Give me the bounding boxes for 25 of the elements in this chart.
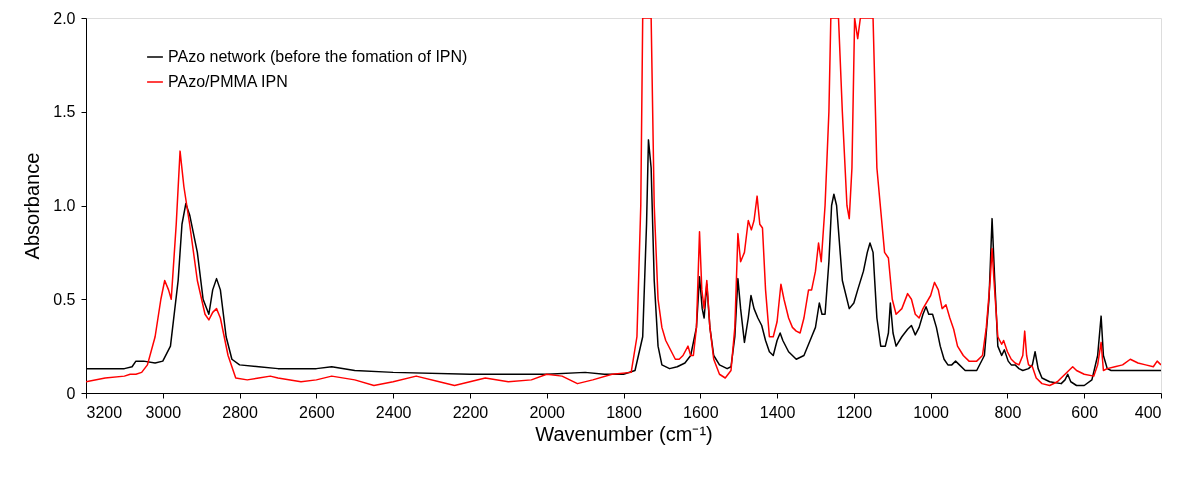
x-tick-label: 1000 — [913, 403, 950, 421]
x-tick-label: 2200 — [452, 403, 489, 421]
x-tick-label: 1400 — [759, 403, 796, 421]
x-tick-label: 600 — [1071, 403, 1099, 421]
x-tick-label: 2600 — [299, 403, 335, 421]
x-tick-label: 2000 — [529, 403, 566, 421]
x-tick-label: 3200 — [86, 403, 123, 421]
x-axis-title: Wavenumber (cm⁻¹) — [535, 422, 713, 445]
legend-label: PAzo/PMMA IPN — [168, 73, 288, 90]
y-tick-label: 0.5 — [53, 290, 76, 308]
x-tick-label: 3000 — [145, 403, 182, 421]
y-axis-title: Absorbance — [21, 152, 44, 260]
x-tick-label: 1600 — [682, 403, 719, 421]
line-series — [86, 18, 1161, 387]
y-tick-label: 1.0 — [53, 197, 76, 214]
y-tick-label: 0 — [66, 384, 76, 402]
x-tick-label: 2800 — [222, 403, 258, 421]
x-tick-label: 1200 — [836, 403, 873, 421]
x-tick-label: 800 — [994, 403, 1022, 421]
y-tick-label: 2.0 — [53, 9, 76, 27]
legend-label: PAzo network (before the fomation of IPN) — [168, 48, 468, 65]
x-tick-label: 1800 — [606, 403, 642, 421]
y-tick-label: 1.5 — [53, 103, 76, 121]
x-tick-label: 2400 — [375, 403, 412, 421]
x-tick-label: 400 — [1134, 403, 1162, 421]
